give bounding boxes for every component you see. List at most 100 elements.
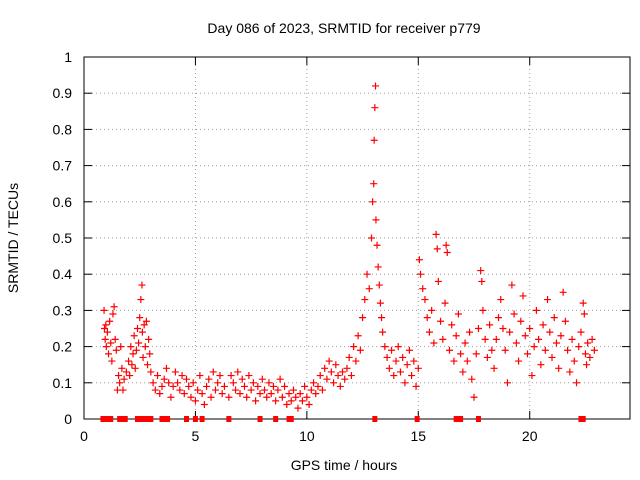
data-point	[318, 386, 326, 394]
x-tick-label: 20	[522, 428, 538, 444]
data-point	[488, 346, 496, 354]
data-point	[580, 310, 588, 318]
data-point	[385, 364, 393, 372]
y-tick-label: 0	[64, 411, 72, 427]
data-point	[267, 390, 275, 398]
data-point	[154, 372, 162, 380]
data-point	[401, 379, 409, 387]
data-point	[479, 306, 487, 314]
data-point	[363, 270, 371, 278]
data-point	[472, 350, 480, 358]
data-point	[128, 361, 136, 369]
zero-data-point	[192, 416, 198, 422]
data-point	[370, 180, 378, 188]
data-point	[590, 346, 598, 354]
data-point	[555, 364, 563, 372]
data-point	[236, 390, 244, 398]
data-point	[583, 361, 591, 369]
data-point	[115, 372, 123, 380]
data-point	[196, 372, 204, 380]
zero-data-point	[139, 416, 145, 422]
data-point	[292, 393, 300, 401]
data-point	[298, 397, 306, 405]
data-point	[108, 357, 116, 365]
data-point	[218, 390, 226, 398]
data-point	[214, 379, 222, 387]
data-point	[526, 325, 534, 332]
data-point	[339, 368, 347, 376]
data-point	[478, 277, 486, 285]
data-point	[176, 386, 184, 394]
data-point	[573, 379, 581, 387]
data-point	[126, 372, 134, 380]
data-point	[272, 397, 280, 405]
data-point	[584, 339, 592, 347]
zero-data-point	[134, 416, 140, 422]
data-point	[492, 335, 500, 343]
y-axis-title: SRMTID / TECUs	[5, 183, 21, 293]
x-tick-label: 0	[80, 428, 88, 444]
data-point	[332, 361, 340, 369]
zero-data-point	[458, 416, 464, 422]
data-point	[116, 379, 124, 387]
data-point	[111, 335, 119, 343]
data-point	[388, 346, 396, 354]
data-point	[442, 241, 450, 249]
data-point	[200, 401, 208, 409]
data-point	[367, 234, 375, 242]
data-point	[510, 310, 518, 318]
data-point	[109, 310, 117, 318]
data-point	[227, 372, 235, 380]
zero-data-point	[161, 416, 167, 422]
y-tick-label: 0.3	[53, 302, 73, 318]
data-point	[136, 314, 144, 322]
data-point	[185, 382, 193, 390]
zero-data-point	[580, 416, 586, 422]
data-point	[519, 292, 527, 300]
data-point	[381, 343, 389, 351]
data-point	[283, 401, 291, 409]
data-point	[477, 267, 485, 275]
data-point	[439, 335, 447, 343]
data-point	[119, 386, 127, 394]
data-point	[276, 375, 284, 383]
data-point	[347, 372, 355, 380]
data-point	[564, 346, 572, 354]
data-point	[512, 339, 520, 347]
y-tick-label: 0.5	[53, 230, 73, 246]
data-point	[205, 375, 213, 383]
data-point	[169, 382, 177, 390]
data-point	[470, 393, 478, 401]
data-point	[372, 216, 380, 224]
zero-data-point	[453, 416, 459, 422]
data-point	[256, 390, 264, 398]
zero-data-point	[108, 416, 114, 422]
data-point	[445, 346, 453, 354]
data-point	[100, 306, 108, 314]
data-point	[118, 364, 126, 372]
zero-data-point	[122, 416, 128, 422]
y-tick-labels: 0 0.1 0.2 0.3 0.4 0.5 0.6 0.7 0.8 0.9 1	[53, 49, 73, 427]
data-point	[350, 343, 358, 351]
data-point	[110, 303, 118, 311]
data-point	[588, 335, 596, 343]
data-point	[419, 285, 427, 293]
data-point	[497, 296, 505, 304]
y-tick-label: 0.2	[53, 339, 73, 355]
data-point	[325, 357, 333, 365]
data-point	[265, 379, 273, 387]
data-point	[586, 353, 594, 361]
data-point	[434, 277, 442, 285]
data-point	[269, 382, 277, 390]
data-point	[211, 386, 219, 394]
y-tick-label: 1	[64, 49, 72, 65]
data-point	[105, 350, 113, 358]
data-point	[452, 332, 460, 340]
data-point	[495, 314, 503, 322]
data-point	[149, 379, 157, 387]
data-point	[430, 339, 438, 347]
x-tick-label: 10	[299, 428, 315, 444]
data-point	[138, 328, 146, 336]
data-point	[375, 281, 383, 289]
data-point	[450, 357, 458, 365]
